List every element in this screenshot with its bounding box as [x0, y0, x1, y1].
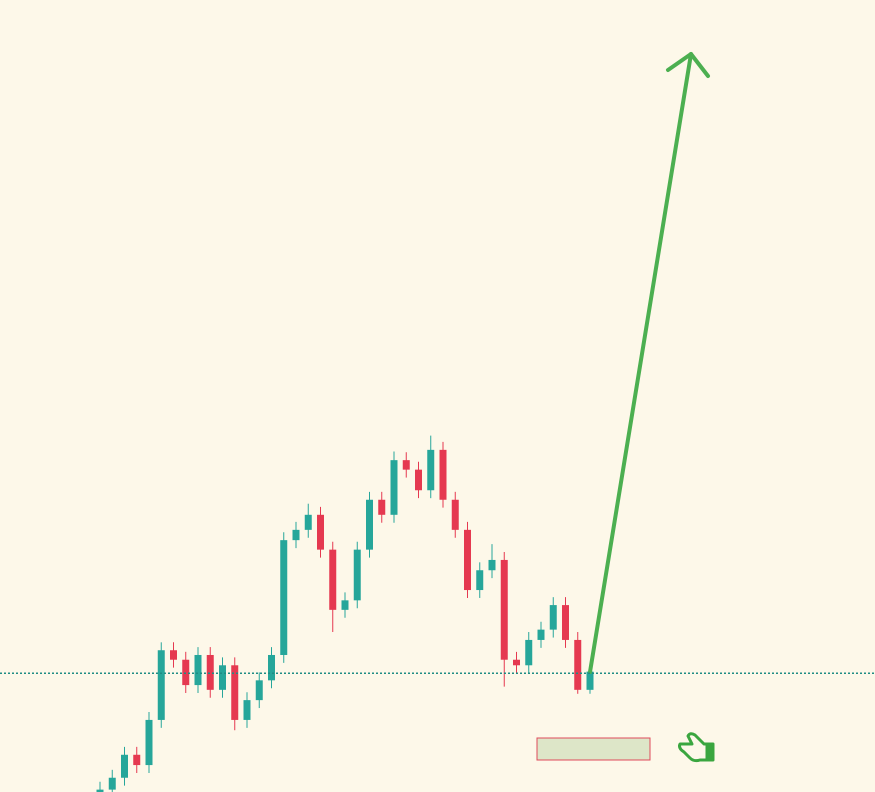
candle-body	[170, 650, 177, 660]
candle-body	[562, 605, 569, 640]
candle-body	[182, 659, 190, 686]
candle-body	[329, 549, 337, 610]
candle-body	[464, 529, 471, 591]
candle-body	[500, 559, 508, 660]
candle-body	[378, 499, 386, 515]
candle-body	[439, 449, 447, 500]
candle-body	[586, 671, 594, 690]
candle-body	[390, 460, 398, 515]
candle-body	[280, 540, 288, 655]
candle-body	[488, 559, 496, 571]
hand-icon	[678, 732, 715, 763]
candle-body	[206, 654, 214, 690]
candle-body	[157, 650, 165, 720]
candle-body	[108, 777, 116, 790]
candle-body	[574, 639, 582, 690]
candle-body	[304, 514, 312, 530]
candle-body	[525, 639, 533, 666]
candle-body	[243, 700, 251, 720]
candle-body	[219, 665, 226, 690]
forecast-arrow	[588, 52, 710, 674]
candle-body	[255, 680, 263, 701]
target-box	[536, 737, 651, 761]
candle-body	[317, 514, 324, 550]
arrow-shaft	[588, 52, 693, 674]
arrow-head	[666, 52, 710, 78]
candle-body	[451, 499, 459, 530]
candle-body	[513, 659, 520, 666]
candle-body	[366, 499, 373, 550]
candle-body	[476, 570, 484, 591]
candle-body	[231, 665, 239, 720]
candles	[96, 435, 594, 792]
candle-body	[268, 654, 275, 681]
hand-cuff	[705, 742, 715, 762]
candle-body	[96, 789, 104, 792]
candle-body	[194, 654, 202, 686]
candle-body	[121, 754, 128, 778]
candle-body	[353, 549, 361, 601]
candle-body	[549, 605, 557, 630]
candle-body	[537, 629, 545, 640]
candle-body	[145, 719, 153, 766]
candle-body	[341, 600, 349, 610]
hand-shape	[678, 732, 712, 763]
candle-body	[133, 754, 141, 766]
candle-body	[402, 460, 410, 470]
candle-body	[415, 469, 422, 491]
candle-body	[427, 449, 435, 491]
candle-body	[292, 529, 300, 541]
